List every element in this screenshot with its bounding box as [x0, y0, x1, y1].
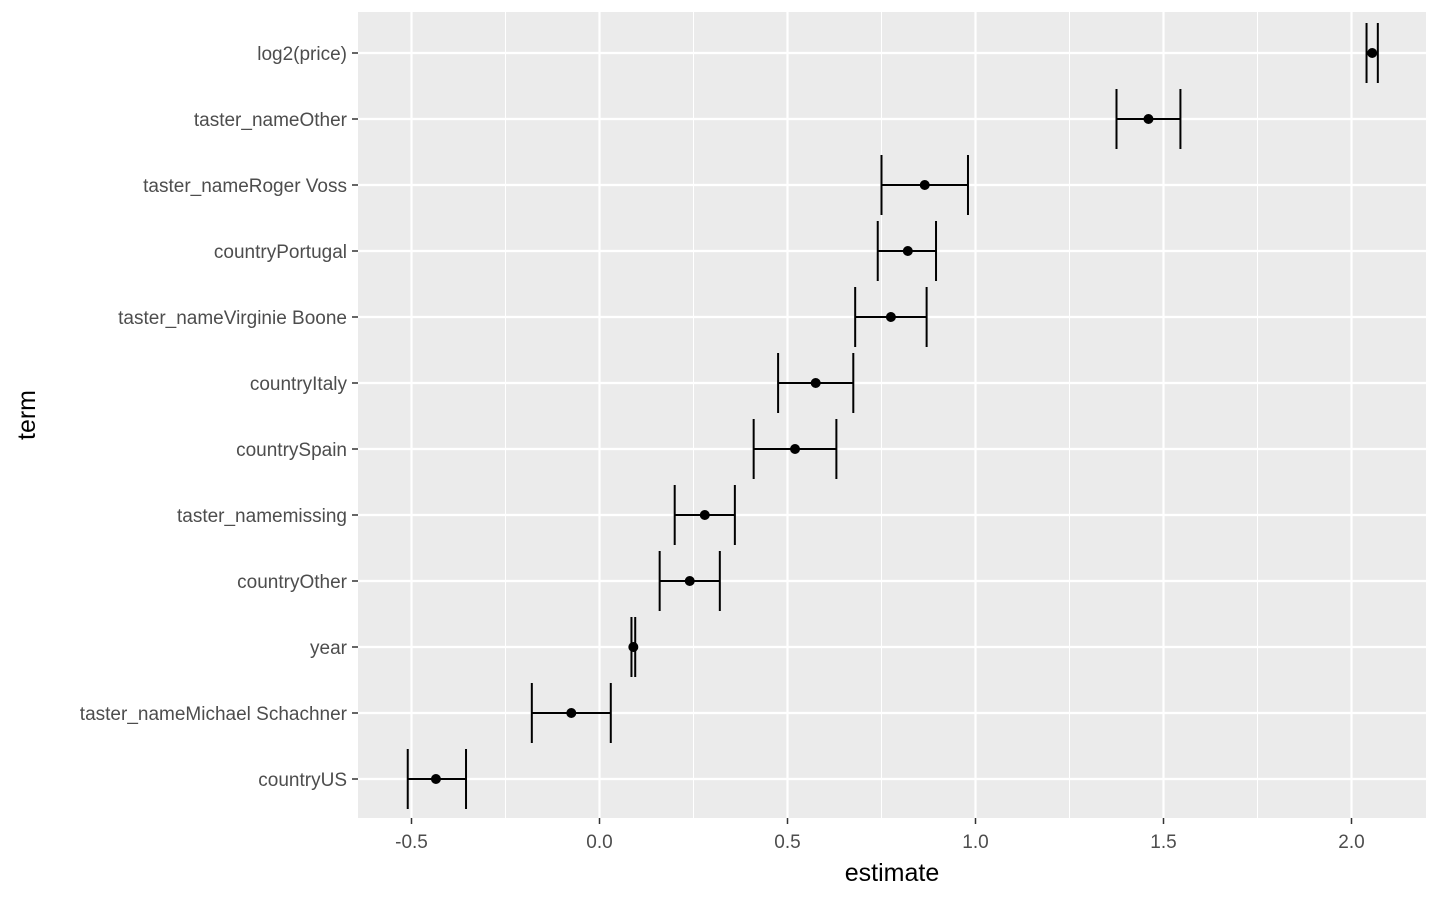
estimate-point — [699, 510, 710, 520]
error-bar-marks — [406, 23, 1379, 809]
y-tick-label: year — [310, 638, 348, 659]
y-tick-label: countrySpain — [236, 440, 347, 461]
x-tick-label: 1.0 — [962, 832, 988, 853]
x-tick-label: -0.5 — [395, 832, 428, 853]
x-tick-label: 0.0 — [586, 832, 612, 853]
estimate-point — [810, 378, 821, 388]
y-axis: log2(price) taster_nameOther taster_nameRo… — [80, 44, 358, 791]
estimate-point — [628, 642, 639, 652]
estimate-point — [885, 312, 896, 322]
y-tick-label: taster_nameOther — [194, 110, 348, 131]
y-tick-label: taster_namemissing — [177, 506, 347, 527]
estimate-point — [790, 444, 801, 454]
x-tick-label: 0.5 — [774, 832, 800, 853]
estimate-point — [902, 246, 913, 256]
x-tick-label: 2.0 — [1338, 832, 1364, 853]
x-axis-title: estimate — [845, 859, 939, 887]
x-axis: -0.5 0.0 0.5 1.0 1.5 2.0 — [395, 818, 1365, 853]
x-tick-label: 1.5 — [1150, 832, 1176, 853]
y-tick-label: taster_nameMichael Schachner — [80, 704, 348, 725]
y-axis-title: term — [13, 390, 41, 440]
estimate-point — [1143, 114, 1154, 124]
minor-gridlines — [505, 12, 1258, 818]
estimate-point — [566, 708, 577, 718]
y-tick-label: log2(price) — [257, 44, 347, 65]
y-tick-label: taster_nameRoger Voss — [143, 176, 347, 197]
estimate-point — [1367, 48, 1378, 58]
y-tick-label: countryItaly — [250, 374, 348, 395]
estimate-point — [919, 180, 930, 190]
y-tick-label: countryUS — [258, 770, 347, 791]
estimate-point — [684, 576, 695, 586]
y-tick-label: countryPortugal — [214, 242, 347, 263]
plot-panel — [358, 12, 1426, 818]
y-tick-label: taster_nameVirginie Boone — [118, 308, 347, 329]
y-tick-label: countryOther — [237, 572, 347, 593]
estimate-point — [430, 774, 441, 784]
